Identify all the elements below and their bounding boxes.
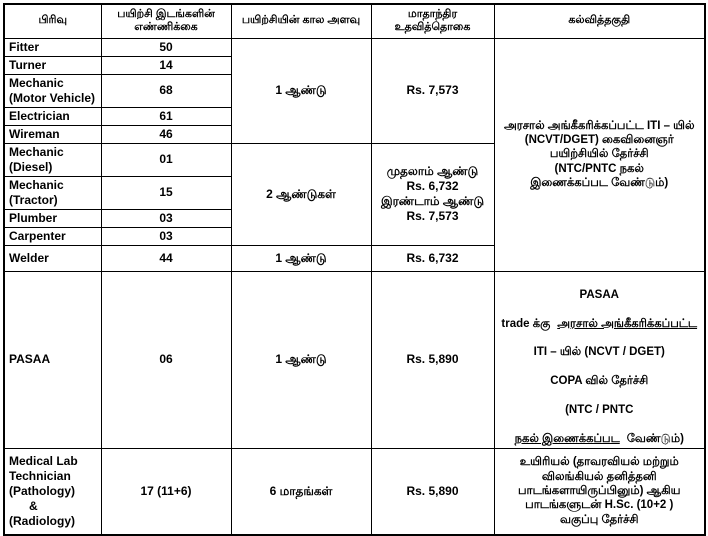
seat-count-cell: 68 (100, 73, 232, 108)
qualification-pasaa-line5: (NTC / PNTC (565, 403, 634, 416)
qualification-pasaa-line2-plain: trade க்கு (501, 317, 551, 330)
duration-cell-welder: 1 ஆண்டு (230, 244, 372, 272)
seat-count-cell: 15 (100, 175, 232, 210)
stipend-cell-group1: Rs. 7,573 (370, 37, 495, 144)
table-row-plumber: Plumber 03 (3, 208, 705, 228)
trade-name-cell: Carpenter (3, 226, 102, 246)
seat-count-cell: 01 (100, 142, 232, 177)
seat-count-cell: 14 (100, 55, 232, 75)
header-qualification: கல்வித்தகுதி (493, 3, 706, 39)
seat-count-cell: 03 (100, 226, 232, 246)
trade-name-cell: Welder (3, 244, 102, 272)
trade-name-cell: Fitter (3, 37, 102, 57)
stipend-cell-medlab: Rs. 5,890 (370, 448, 495, 535)
seat-count-cell: 44 (100, 244, 232, 272)
qualification-pasaa-line1: PASAA (579, 288, 619, 301)
table-row-wireman: Wireman 46 (3, 124, 705, 144)
stipend-cell-welder: Rs. 6,732 (370, 244, 495, 272)
seat-count-cell: 46 (100, 124, 232, 144)
table-row-mechanic-motor-vehicle: Mechanic (Motor Vehicle) 68 (3, 73, 705, 108)
trade-name-cell: PASAA (3, 270, 102, 449)
header-category: பிரிவு (3, 3, 102, 39)
trade-name-cell: Mechanic (Tractor) (3, 175, 102, 210)
qualification-cell-medlab: உயிரியல் (தாவரவியல் மற்றும் விலங்கியல் த… (493, 448, 706, 535)
header-duration: பயிற்சியின் கால அளவு (230, 3, 372, 39)
qualification-pasaa-line4: COPA வில் தேர்ச்சி (550, 375, 649, 388)
qualification-cell-iti: அரசால் அங்கீகரிக்கப்பட்ட ITI – யில் (NCV… (493, 37, 706, 272)
seat-count-cell: 17 (11+6) (100, 448, 232, 535)
table-row-medical-lab-technician: Medical Lab Technician (Pathology) & (Ra… (3, 448, 706, 535)
trade-name-cell: Plumber (3, 208, 102, 228)
qualification-cell-pasaa: PASAA trade க்கு அரசால் அங்கீகரிக்கப்பட்ட… (493, 270, 706, 449)
stipend-cell-pasaa: Rs. 5,890 (370, 270, 495, 449)
header-stipend: மாதாந்திர உதவித்தொகை (370, 3, 495, 39)
trade-name-cell: Turner (3, 55, 102, 75)
table-row-pasaa: PASAA 06 1 ஆண்டு Rs. 5,890 PASAA trade க… (3, 270, 706, 449)
duration-cell-group1: 1 ஆண்டு (230, 37, 372, 144)
trade-name-cell: Mechanic (Diesel) (3, 142, 102, 177)
duration-cell-pasaa: 1 ஆண்டு (230, 270, 372, 449)
seat-count-cell: 06 (100, 270, 232, 449)
trade-name-cell: Wireman (3, 124, 102, 144)
table-row-fitter: Fitter 50 1 ஆண்டு Rs. 7,573 அரசால் அங்கீ… (3, 37, 706, 272)
qualification-pasaa-line3: ITI – யில் (NCVT / DGET) (533, 346, 665, 359)
qualification-pasaa-line6-plain: வேண்டும்) (626, 432, 684, 445)
table-row-welder: Welder 44 1 ஆண்டு Rs. 6,732 (3, 244, 705, 272)
header-row: பிரிவு பயிற்சி இடங்களின் எண்ணிக்கை பயிற்… (3, 3, 706, 39)
stipend-cell-group2: முதலாம் ஆண்டு Rs. 6,732 இரண்டாம் ஆண்டு R… (370, 142, 495, 246)
duration-cell-group2: 2 ஆண்டுகள் (230, 142, 372, 246)
seat-count-cell: 03 (100, 208, 232, 228)
seat-count-cell: 61 (100, 106, 232, 126)
table-row-mechanic-diesel: Mechanic (Diesel) 01 2 ஆண்டுகள் முதலாம் … (3, 142, 705, 246)
qualification-pasaa-line6-underlined: நகல் இணைக்கப்பட (514, 432, 620, 445)
qualification-pasaa-line2-underlined: அரசால் அங்கீகரிக்கப்பட்ட (557, 317, 698, 330)
duration-cell-medlab: 6 மாதங்கள் (230, 448, 372, 535)
header-count: பயிற்சி இடங்களின் எண்ணிக்கை (100, 3, 232, 39)
trade-name-cell: Mechanic (Motor Vehicle) (3, 73, 102, 108)
table-row-mechanic-tractor: Mechanic (Tractor) 15 (3, 175, 705, 210)
trade-name-cell: Medical Lab Technician (Pathology) & (Ra… (3, 448, 102, 535)
seat-count-cell: 50 (100, 37, 232, 57)
recruitment-table: பிரிவு பயிற்சி இடங்களின் எண்ணிக்கை பயிற்… (3, 3, 706, 536)
trade-name-cell: Electrician (3, 106, 102, 126)
